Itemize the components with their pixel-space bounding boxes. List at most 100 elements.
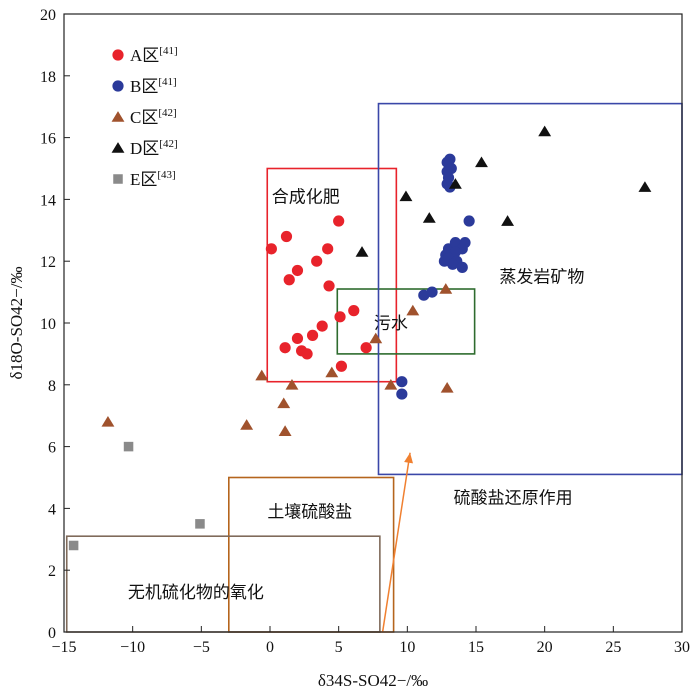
legend-ref: [41] <box>159 45 177 57</box>
y-axis-label: δ18O-SO42−/‰ <box>7 267 26 380</box>
legend-marker <box>113 174 123 184</box>
region-box <box>266 167 398 383</box>
data-point <box>444 153 456 165</box>
data-point <box>456 261 468 273</box>
x-tick-label: −10 <box>120 639 145 656</box>
data-point <box>501 215 515 226</box>
data-point <box>311 255 323 267</box>
legend-label: A区[41] <box>130 45 178 65</box>
y-tick-label: 18 <box>40 69 56 86</box>
data-point <box>334 311 346 323</box>
x-tick-label: 30 <box>674 639 690 656</box>
x-tick-label: 20 <box>537 639 553 656</box>
series-B区 <box>396 153 475 400</box>
reduction-arrow: 硫酸盐还原作用 <box>381 452 573 633</box>
data-point <box>335 360 348 372</box>
data-point <box>448 178 462 189</box>
legend: A区[41] B区[41] C区[42] D区[42] E区[43] <box>111 45 178 189</box>
data-point <box>355 246 369 257</box>
y-tick-label: 6 <box>48 440 56 457</box>
axis-labels: δ34S-SO42−/‰ δ18O-SO42−/‰ <box>7 267 428 691</box>
data-points <box>68 125 652 551</box>
legend-marker <box>111 142 125 153</box>
data-point <box>325 366 339 378</box>
data-point <box>255 369 269 381</box>
y-tick-label: 14 <box>40 192 56 209</box>
legend-ref: [42] <box>159 138 177 150</box>
legend-marker <box>112 80 124 92</box>
x-tick-label: 5 <box>335 639 343 656</box>
data-point <box>333 215 345 227</box>
series-D区 <box>355 125 652 257</box>
data-point <box>638 181 652 192</box>
region-label: 蒸发岩矿物 <box>499 268 584 288</box>
data-point <box>447 258 459 270</box>
region-label: 无机硫化物的氧化 <box>128 583 264 603</box>
legend-marker <box>112 49 124 61</box>
data-point <box>277 397 291 409</box>
x-tick-label: 15 <box>468 639 484 656</box>
data-point <box>285 378 299 390</box>
series-C区 <box>101 283 454 436</box>
data-point <box>280 230 293 243</box>
x-tick-label: −5 <box>193 639 210 656</box>
series-A区 <box>265 215 372 372</box>
data-point <box>384 378 398 390</box>
x-tick-label: 25 <box>605 639 621 656</box>
legend-label: B区[41] <box>130 76 177 96</box>
arrow-line <box>381 452 411 633</box>
data-point <box>348 305 360 317</box>
data-point <box>360 342 372 354</box>
y-tick-label: 0 <box>48 625 56 642</box>
y-tick-label: 20 <box>40 7 56 24</box>
data-point <box>123 441 134 452</box>
y-tick-label: 4 <box>48 501 56 518</box>
data-point <box>265 243 277 255</box>
data-point <box>459 237 471 249</box>
data-point <box>323 280 335 292</box>
data-point <box>316 320 328 332</box>
data-point <box>278 425 292 436</box>
data-point <box>291 264 304 277</box>
region-label: 合成化肥 <box>272 187 340 207</box>
x-axis-label: δ34S-SO42−/‰ <box>318 671 428 690</box>
data-point <box>301 348 313 360</box>
data-point <box>283 274 295 286</box>
y-tick-label: 2 <box>48 563 56 580</box>
legend-label: C区[42] <box>130 107 177 127</box>
region-box <box>228 476 395 633</box>
legend-ref: [43] <box>157 169 175 181</box>
data-point <box>475 156 488 168</box>
y-tick-label: 8 <box>48 378 56 395</box>
data-point <box>68 540 79 551</box>
y-tick-label: 12 <box>40 254 56 271</box>
legend-marker <box>111 111 125 122</box>
data-point <box>399 190 413 202</box>
data-point <box>396 376 408 388</box>
y-tick-label: 10 <box>40 316 56 333</box>
data-point <box>396 388 408 400</box>
data-point <box>195 519 205 529</box>
data-point <box>240 419 254 430</box>
data-point <box>538 125 552 137</box>
arrow-label: 硫酸盐还原作用 <box>454 489 573 509</box>
data-point <box>439 283 453 294</box>
arrow-head <box>404 452 414 464</box>
data-point <box>406 304 420 316</box>
legend-label: D区[42] <box>130 138 178 158</box>
data-point <box>101 416 115 427</box>
data-point <box>426 286 438 298</box>
y-tick-label: 16 <box>40 131 56 148</box>
legend-ref: [42] <box>158 107 176 119</box>
x-tick-label: −15 <box>51 639 76 656</box>
legend-ref: [41] <box>158 76 176 88</box>
x-tick-label: 10 <box>399 639 415 656</box>
region-label: 污水 <box>374 314 408 334</box>
data-point <box>422 212 436 223</box>
legend-label: E区[43] <box>130 169 176 189</box>
data-point <box>463 215 475 227</box>
tick-labels: −15 −10 −5 0 5 10 15 20 25 30 0 2 4 6 8 10 12 14 16 18 20 <box>40 7 690 656</box>
x-tick-label: 0 <box>266 639 274 656</box>
